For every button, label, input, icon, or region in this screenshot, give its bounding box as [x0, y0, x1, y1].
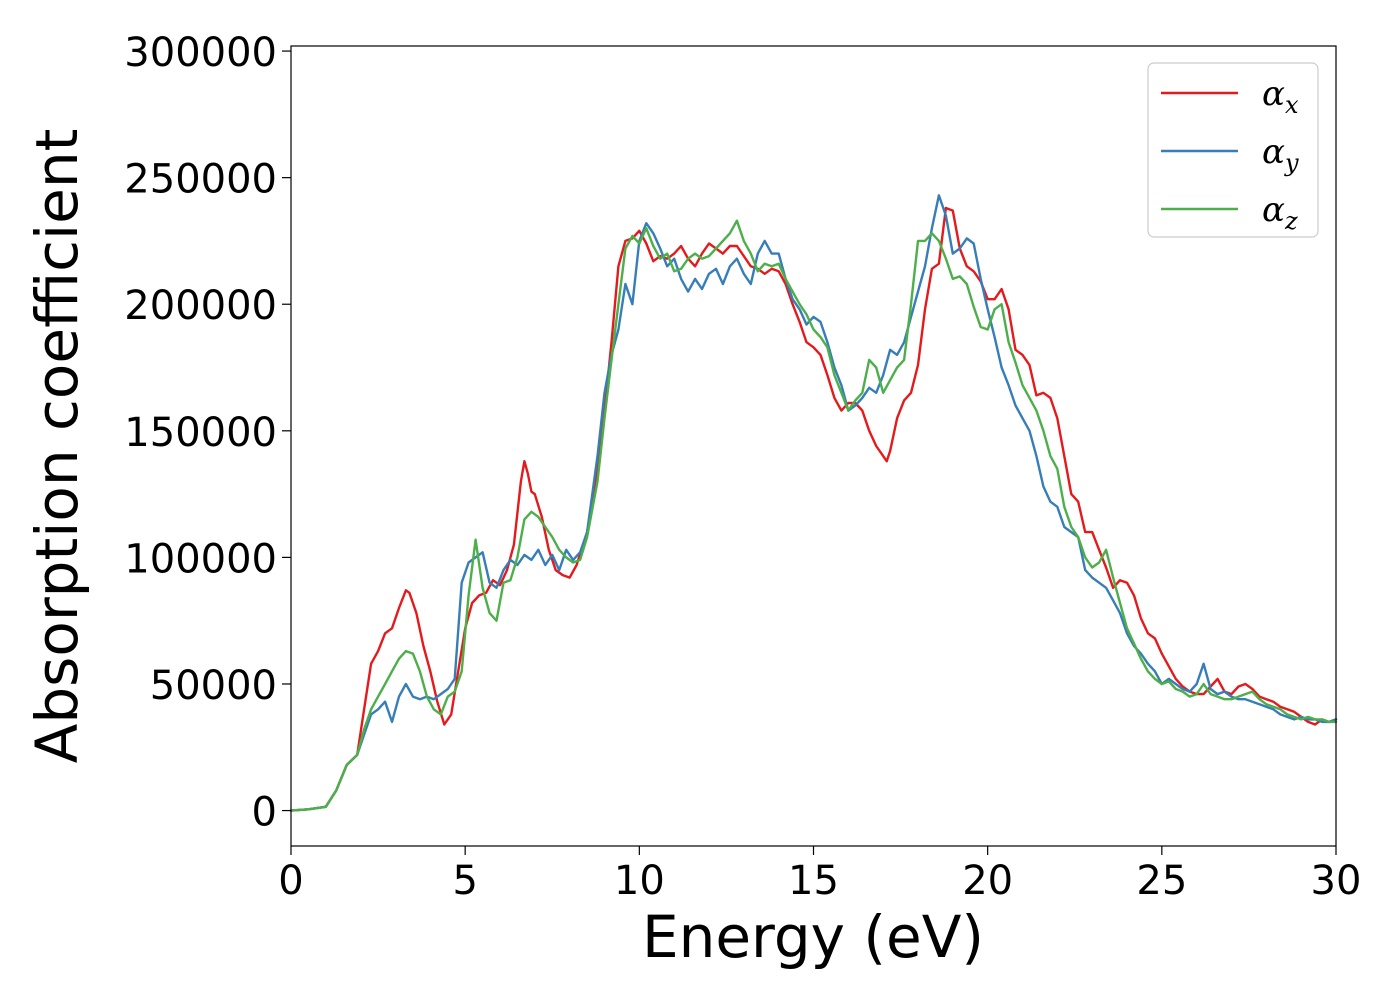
x-tick-label: 30 [1311, 858, 1362, 904]
x-axis-title: Energy (eV) [642, 903, 984, 971]
y-tick-label: 300000 [124, 30, 277, 76]
legend-symbol: α [1262, 74, 1285, 114]
x-axis-ticks: 0 5 10 15 20 25 30 [278, 846, 1361, 904]
x-tick-label: 0 [278, 858, 303, 904]
x-tick-label: 15 [788, 858, 839, 904]
series-line-y [289, 194, 1338, 812]
legend-subscript: y [1284, 149, 1299, 177]
y-tick-label: 250000 [124, 157, 277, 203]
series-lines [289, 194, 1338, 812]
x-tick-label: 25 [1136, 858, 1187, 904]
y-tick-label: 50000 [150, 663, 277, 709]
legend-label-z: αz [1262, 190, 1298, 235]
y-tick-label: 200000 [124, 283, 277, 329]
y-axis-title: Absorption coefficient [23, 129, 91, 764]
legend-symbol: α [1262, 190, 1285, 230]
series-line-z [289, 219, 1338, 812]
x-tick-label: 5 [452, 858, 477, 904]
y-tick-label: 100000 [124, 536, 277, 582]
legend-symbol: α [1262, 132, 1285, 172]
x-tick-label: 10 [614, 858, 665, 904]
y-axis-ticks: 0 50000 100000 150000 200000 250000 300000 [124, 30, 291, 836]
x-tick-label: 20 [962, 858, 1013, 904]
legend-subscript: x [1285, 91, 1299, 119]
y-tick-label: 0 [252, 790, 277, 836]
legend-label-y: αy [1262, 132, 1299, 177]
legend-subscript: z [1284, 207, 1298, 235]
legend-label-x: αx [1262, 74, 1299, 119]
y-tick-label: 150000 [124, 410, 277, 456]
